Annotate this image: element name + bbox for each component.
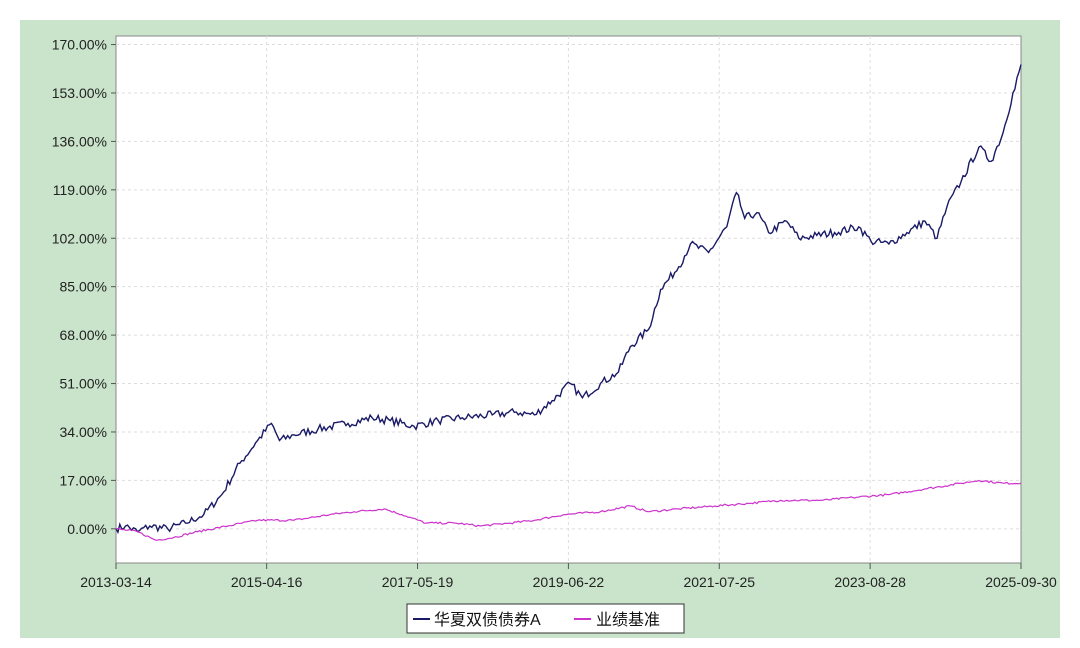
- y-tick-label: 153.00%: [52, 85, 107, 101]
- y-tick-label: 0.00%: [67, 521, 107, 537]
- y-tick-label: 102.00%: [52, 230, 107, 246]
- y-tick-label: 85.00%: [60, 279, 107, 295]
- legend-label-benchmark: 业绩基准: [596, 611, 660, 629]
- grid-lines: [116, 36, 1021, 563]
- y-tick-label: 34.00%: [60, 424, 107, 440]
- x-tick-label: 2013-03-14: [80, 574, 152, 590]
- y-tick-label: 51.00%: [60, 376, 107, 392]
- x-tick-label: 2021-07-25: [683, 574, 755, 590]
- x-tick-label: 2015-04-16: [231, 574, 303, 590]
- x-tick-label: 2025-09-30: [985, 574, 1057, 590]
- x-tick-label: 2017-05-19: [382, 574, 454, 590]
- y-tick-label: 170.00%: [52, 37, 107, 53]
- series-lines: [115, 64, 1022, 541]
- y-axis: 170.00% 153.00% 136.00% 119.00% 102.00% 85.00…: [52, 37, 116, 537]
- chart-frame: 170.00% 153.00% 136.00% 119.00% 102.00% 85.00…: [20, 20, 1060, 638]
- line-chart: 170.00% 153.00% 136.00% 119.00% 102.00% 85.00…: [52, 35, 1057, 634]
- y-tick-label: 136.00%: [52, 133, 107, 149]
- series-line-benchmark: [115, 479, 1022, 541]
- series-line-fund: [115, 64, 1022, 535]
- x-tick-label: 2019-06-22: [533, 574, 605, 590]
- legend-label-fund: 华夏双债债券A: [434, 611, 541, 629]
- y-tick-label: 119.00%: [53, 182, 107, 198]
- y-tick-label: 17.00%: [60, 472, 107, 488]
- legend-box: [406, 603, 685, 634]
- legend: 华夏双债债券A 业绩基准: [406, 603, 685, 634]
- x-tick-label: 2023-08-28: [834, 574, 906, 590]
- x-axis: 2013-03-14 2015-04-16 2017-05-19 2019-06-22…: [80, 563, 1057, 590]
- y-tick-label: 68.00%: [60, 327, 107, 343]
